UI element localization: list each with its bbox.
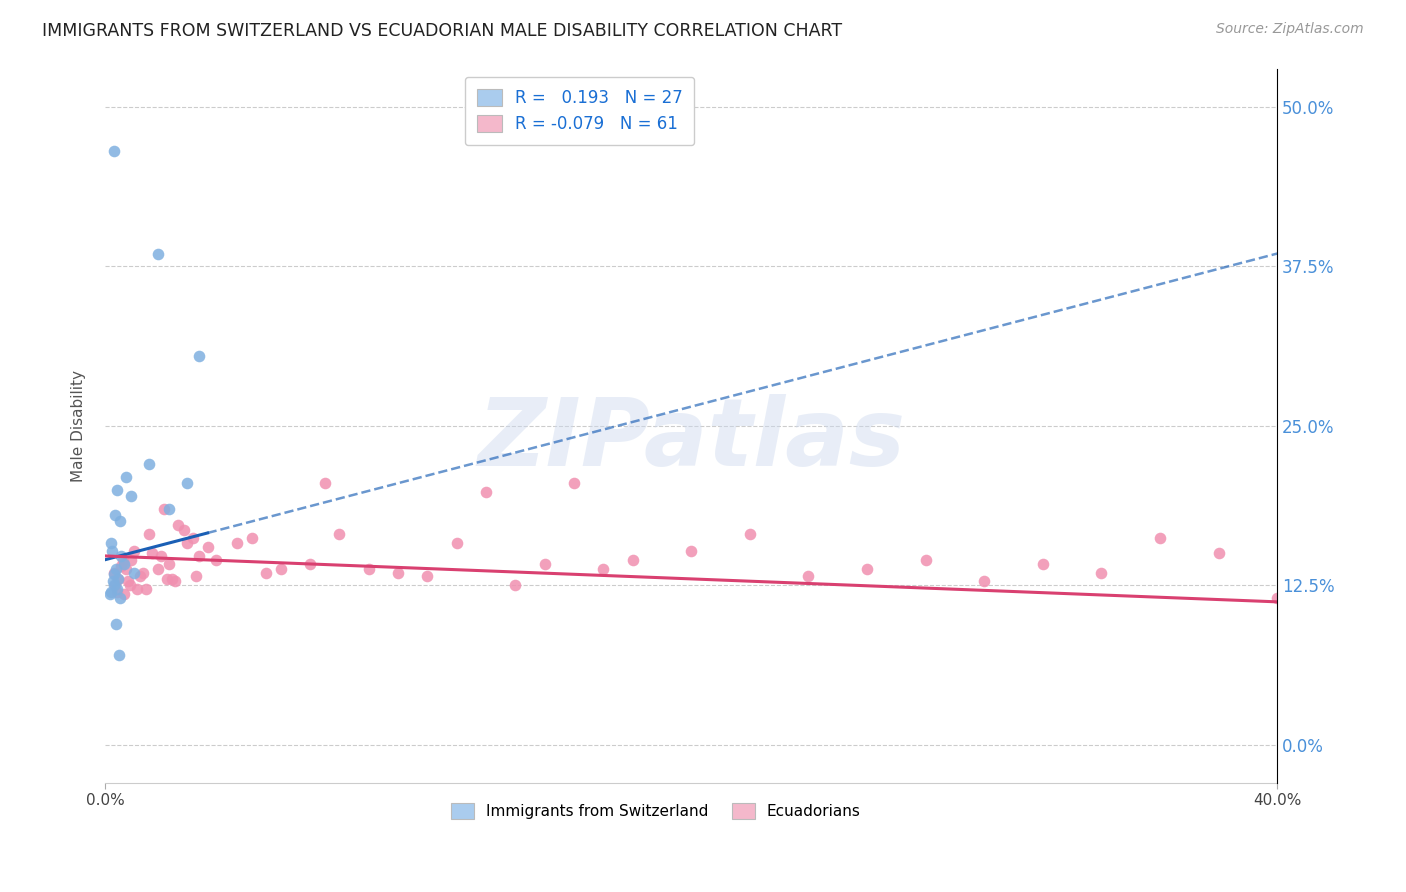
- Point: [181, 531, 204, 545]
- Point: [101, 544, 124, 558]
- Point: [155, 572, 177, 586]
- Point: [120, 489, 142, 503]
- Point: [1149, 531, 1171, 545]
- Point: [103, 566, 125, 580]
- Point: [254, 566, 277, 580]
- Legend: Immigrants from Switzerland, Ecuadorians: Immigrants from Switzerland, Ecuadorians: [446, 797, 866, 825]
- Point: [159, 557, 181, 571]
- Point: [108, 515, 131, 529]
- Point: [159, 501, 181, 516]
- Point: [105, 562, 128, 576]
- Point: [138, 457, 160, 471]
- Point: [152, 501, 174, 516]
- Point: [129, 569, 152, 583]
- Point: [187, 349, 209, 363]
- Point: [197, 540, 219, 554]
- Point: [856, 562, 879, 576]
- Point: [103, 578, 125, 592]
- Point: [127, 582, 149, 596]
- Point: [146, 562, 169, 576]
- Point: [105, 582, 128, 596]
- Point: [797, 569, 820, 583]
- Point: [104, 578, 127, 592]
- Point: [100, 584, 122, 599]
- Point: [110, 591, 132, 605]
- Point: [141, 546, 163, 560]
- Point: [103, 145, 125, 159]
- Point: [205, 553, 228, 567]
- Point: [98, 587, 121, 601]
- Point: [135, 582, 157, 596]
- Point: [103, 566, 125, 581]
- Text: IMMIGRANTS FROM SWITZERLAND VS ECUADORIAN MALE DISABILITY CORRELATION CHART: IMMIGRANTS FROM SWITZERLAND VS ECUADORIA…: [42, 22, 842, 40]
- Point: [124, 544, 146, 558]
- Y-axis label: Male Disability: Male Disability: [72, 370, 86, 482]
- Point: [240, 531, 263, 545]
- Point: [533, 557, 555, 571]
- Point: [105, 483, 128, 497]
- Point: [681, 544, 703, 558]
- Point: [1090, 566, 1112, 580]
- Text: Source: ZipAtlas.com: Source: ZipAtlas.com: [1216, 22, 1364, 37]
- Point: [107, 572, 129, 586]
- Point: [328, 527, 350, 541]
- Point: [165, 574, 187, 589]
- Point: [149, 549, 172, 563]
- Point: [173, 524, 195, 538]
- Point: [973, 574, 995, 589]
- Point: [176, 476, 198, 491]
- Point: [104, 508, 127, 522]
- Point: [387, 566, 409, 580]
- Point: [103, 574, 125, 589]
- Point: [162, 572, 184, 586]
- Point: [314, 476, 336, 491]
- Point: [1208, 546, 1230, 560]
- Point: [100, 536, 122, 550]
- Point: [562, 476, 585, 491]
- Point: [105, 616, 128, 631]
- Point: [107, 572, 129, 586]
- Point: [114, 562, 136, 576]
- Point: [105, 584, 128, 599]
- Point: [132, 566, 155, 580]
- Point: [914, 553, 936, 567]
- Point: [108, 648, 131, 663]
- Point: [120, 553, 142, 567]
- Point: [357, 562, 380, 576]
- Point: [1265, 591, 1288, 605]
- Point: [187, 549, 209, 563]
- Point: [738, 527, 761, 541]
- Point: [299, 557, 322, 571]
- Point: [112, 587, 135, 601]
- Point: [138, 527, 160, 541]
- Point: [1032, 557, 1054, 571]
- Point: [621, 553, 644, 567]
- Point: [117, 574, 139, 589]
- Point: [270, 562, 292, 576]
- Point: [592, 562, 614, 576]
- Point: [114, 470, 136, 484]
- Point: [225, 536, 247, 550]
- Point: [110, 559, 132, 574]
- Point: [503, 578, 526, 592]
- Point: [446, 536, 468, 550]
- Point: [475, 485, 498, 500]
- Point: [167, 518, 190, 533]
- Point: [118, 578, 141, 592]
- Point: [416, 569, 439, 583]
- Text: ZIPatlas: ZIPatlas: [477, 394, 905, 486]
- Point: [110, 549, 132, 563]
- Point: [146, 246, 169, 260]
- Point: [184, 569, 207, 583]
- Point: [111, 553, 134, 567]
- Point: [176, 536, 198, 550]
- Point: [124, 566, 146, 580]
- Point: [112, 557, 135, 571]
